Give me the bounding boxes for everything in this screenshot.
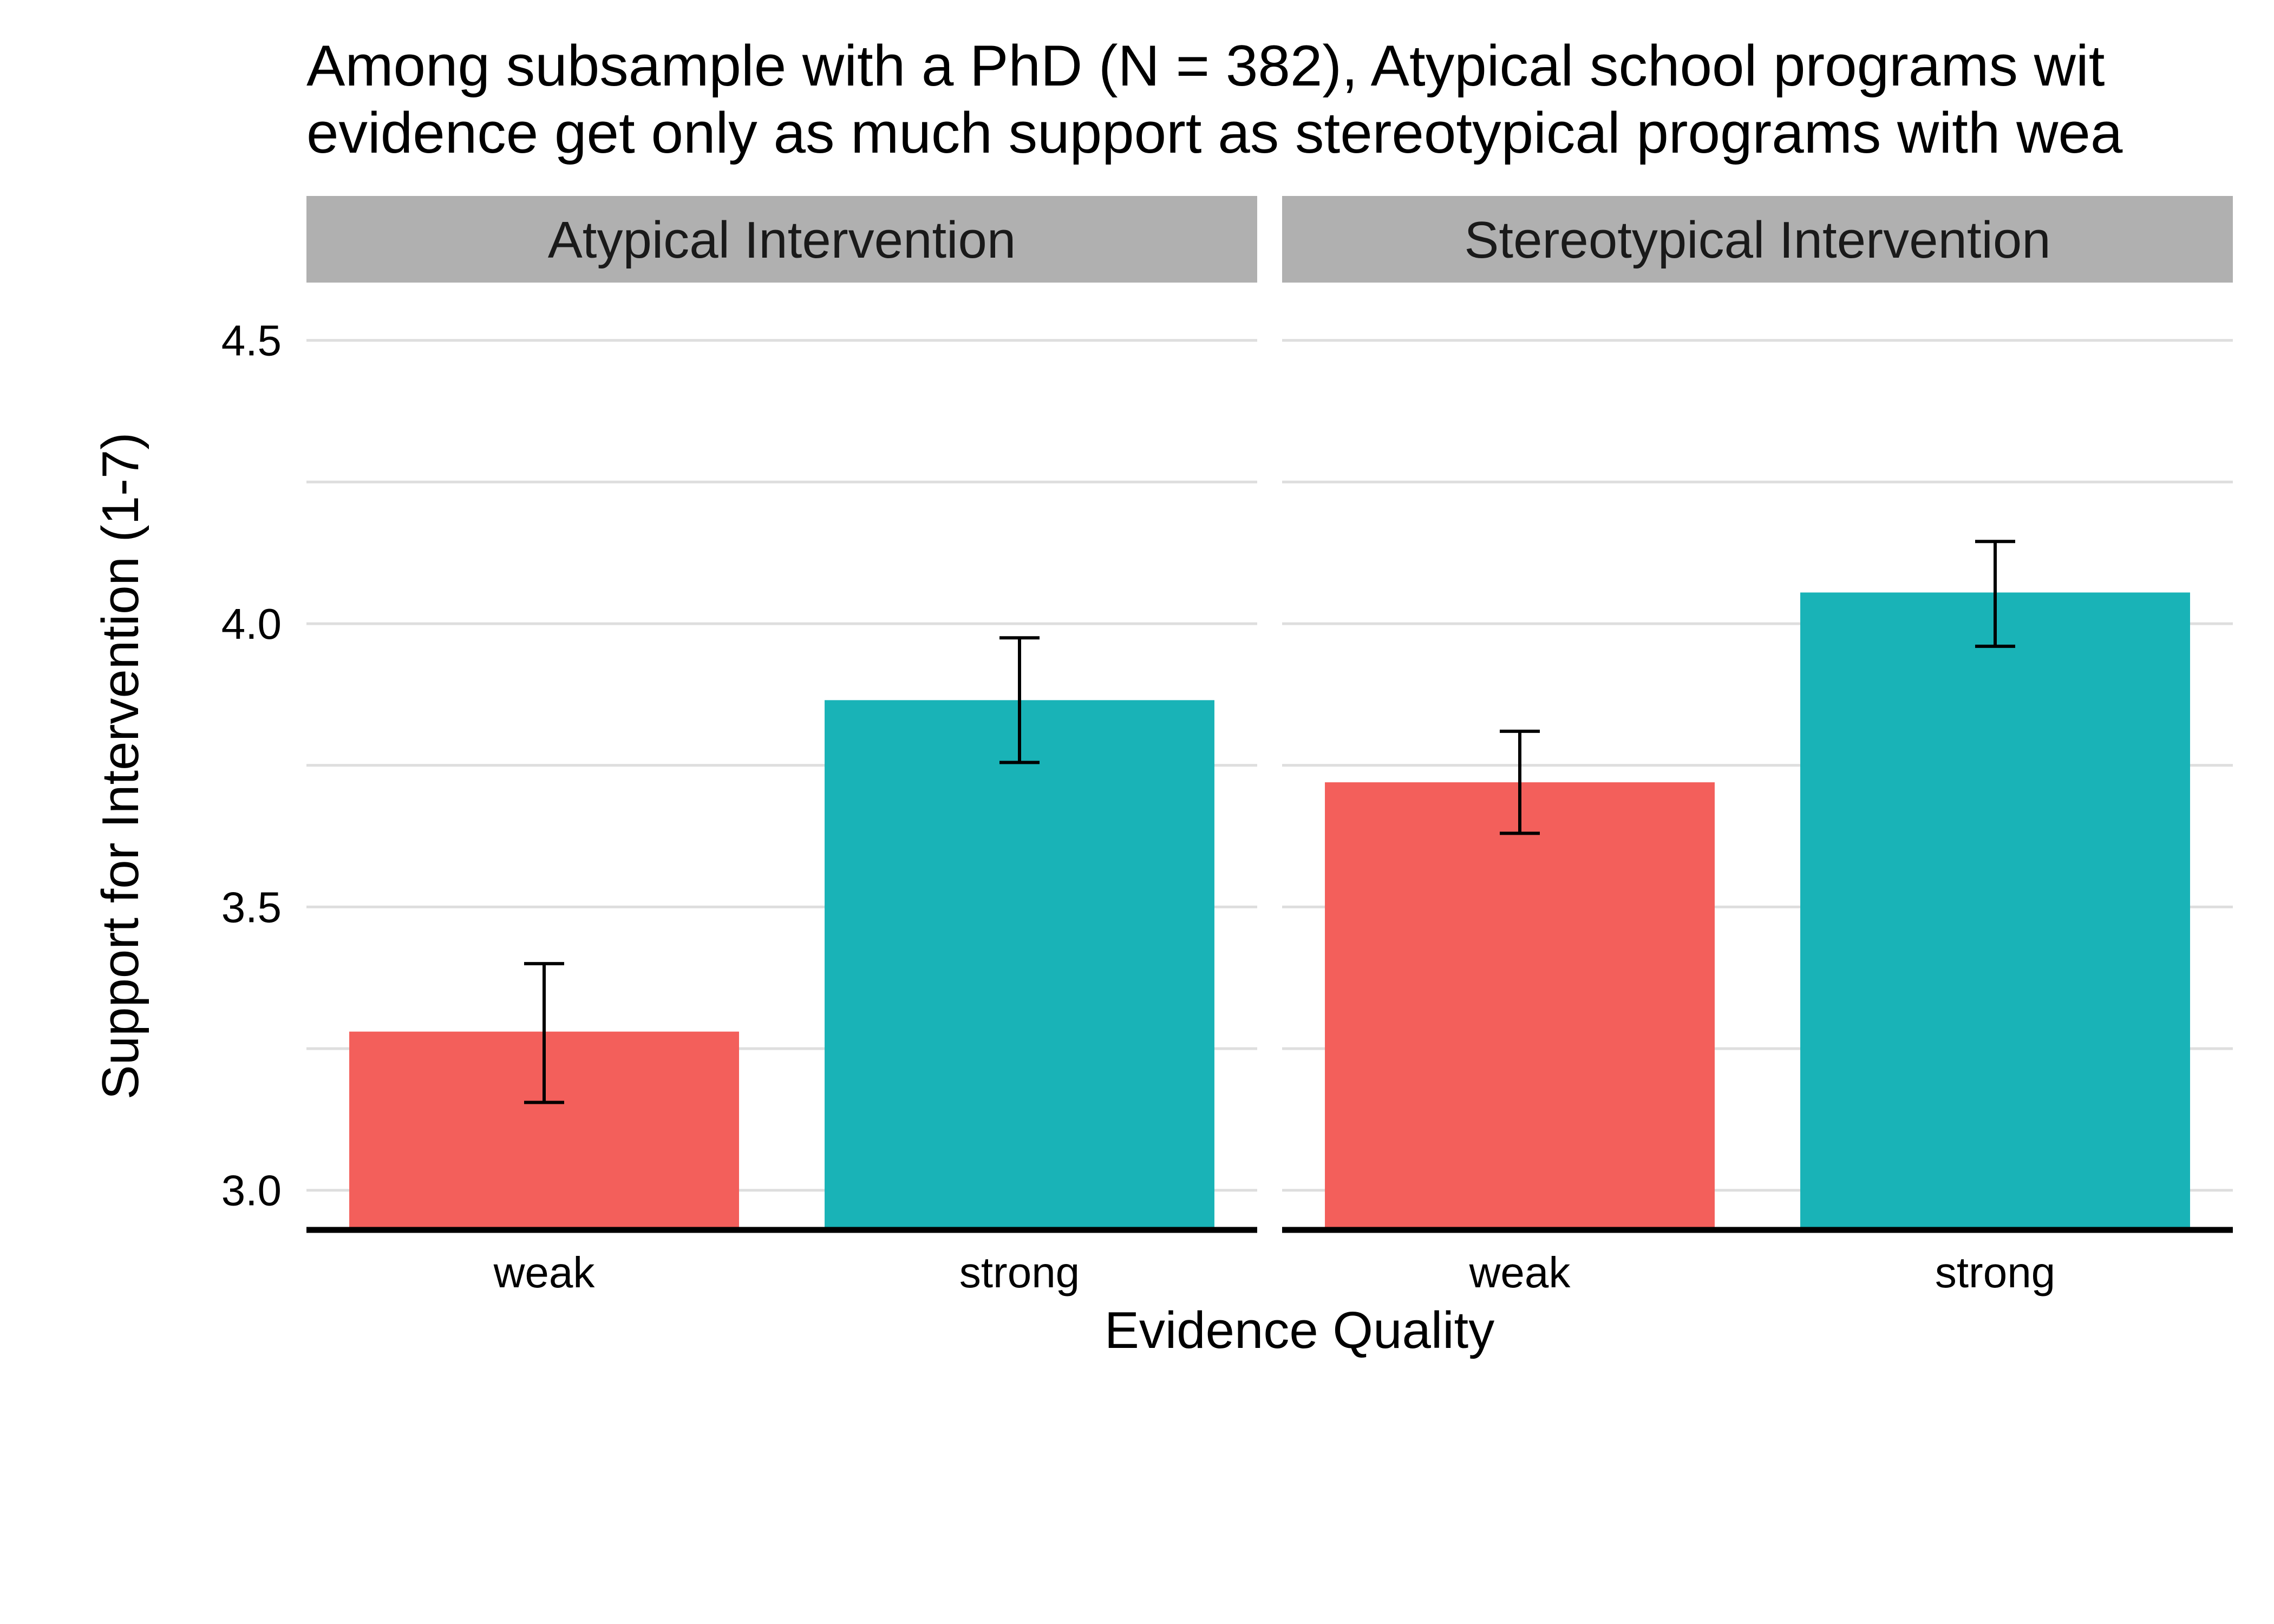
facet-strip (306, 196, 1257, 283)
facet-strip-label: Stereotypical Intervention (1464, 211, 2050, 269)
facet-panel: Atypical Intervention weak strong (306, 196, 1257, 1296)
error-bar (524, 962, 564, 1104)
y-tick-label: 4.5 (221, 317, 282, 365)
x-tick-label: strong (959, 1248, 1080, 1296)
bar (1800, 592, 2190, 1230)
x-tick-label: weak (493, 1248, 596, 1296)
x-tick-label: strong (1935, 1248, 2055, 1296)
facet-strip (1282, 196, 2233, 283)
y-tick-label: 4.0 (221, 600, 282, 648)
x-axis-title: Evidence Quality (1105, 1301, 1494, 1359)
error-bar (1500, 729, 1540, 835)
x-tick-label: weak (1469, 1248, 1571, 1296)
facet-strip-label: Atypical Intervention (548, 211, 1016, 269)
y-axis-title: Support for Intervention (1-7) (92, 433, 149, 1100)
bar (1325, 782, 1715, 1230)
y-axis: 3.0 3.5 4.0 4.5 (221, 317, 282, 1215)
error-bar (1975, 540, 2015, 648)
y-tick-label: 3.5 (221, 883, 282, 931)
facet-panel: Stereotypical Intervention weak strong (1282, 196, 2233, 1296)
chart-title-line-2: evidence get only as much support as ste… (306, 100, 2123, 165)
error-bar (999, 636, 1040, 764)
chart-title-line-1: Among subsample with a PhD (N = 382), At… (306, 33, 2105, 98)
y-tick-label: 3.0 (221, 1167, 282, 1215)
bar (825, 700, 1214, 1230)
